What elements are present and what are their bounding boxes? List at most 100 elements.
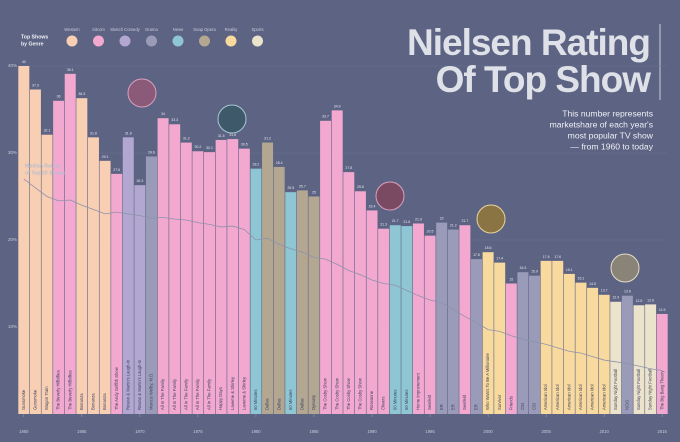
legend-swatch — [225, 35, 237, 47]
show-label: Roseanne — [369, 390, 374, 410]
show-label: Seinfeld — [427, 394, 432, 410]
bar — [331, 110, 343, 415]
value-label: 11.5 — [659, 308, 666, 312]
value-label: 12.5 — [636, 299, 643, 303]
bar — [250, 168, 262, 414]
bar — [320, 120, 332, 414]
show-label: The Cosby Show — [358, 377, 363, 410]
bar — [540, 260, 552, 414]
legend-label: Drama — [145, 27, 158, 32]
show-label: Bonanza — [91, 393, 96, 410]
value-label: 17.8 — [473, 253, 480, 257]
value-label: 21.6 — [403, 220, 410, 224]
show-label: Gunsmoke — [33, 389, 38, 410]
show-label: American Idol — [578, 384, 583, 410]
bar — [215, 139, 227, 414]
value-label: 33.7 — [322, 115, 329, 119]
photo — [375, 181, 405, 211]
value-label: 21.2 — [450, 223, 457, 227]
value-label: 15 — [509, 277, 513, 281]
value-label: 21.7 — [392, 219, 399, 223]
bar — [262, 142, 274, 414]
value-label: 22 — [440, 217, 444, 221]
value-label: 25.5 — [287, 186, 294, 190]
legend-title: by Genre — [21, 41, 44, 47]
show-label: ER — [450, 404, 455, 410]
show-label: Home Improvement — [416, 372, 421, 410]
value-label: 30.2 — [195, 145, 202, 149]
bar — [610, 301, 622, 414]
bar — [389, 225, 401, 414]
subtitle: marketshare of each year's — [550, 119, 653, 129]
show-label: Survivor — [497, 394, 502, 410]
show-label: Dallas — [276, 398, 281, 410]
bar — [482, 252, 494, 414]
show-label: 60 Minutes — [392, 390, 397, 410]
value-label: 21.9 — [415, 217, 422, 221]
x-tick-label: 2010 — [599, 429, 609, 434]
value-label: 12.6 — [647, 298, 654, 302]
bar — [354, 191, 366, 414]
x-tick-label: 2005 — [541, 429, 551, 434]
y-tick-label: 10% — [8, 324, 17, 329]
x-tick-label: 1980 — [251, 429, 261, 434]
value-label: 17.4 — [496, 257, 503, 261]
bar — [76, 98, 88, 414]
bar — [192, 151, 204, 414]
legend-title: Top Shows — [21, 34, 48, 40]
show-label: American Idol — [601, 384, 606, 410]
legend-swatch — [172, 35, 184, 47]
value-label: 20.5 — [427, 230, 434, 234]
show-label: 60 Minutes — [404, 390, 409, 410]
legend-label: Soap Opera — [193, 27, 216, 32]
show-label: The Cosby Show — [334, 377, 339, 410]
bar — [343, 172, 355, 414]
bar — [145, 156, 157, 415]
bar — [598, 294, 610, 414]
show-label: American Idol — [555, 384, 560, 410]
show-label: All In The Family — [207, 378, 212, 410]
value-label: 13.7 — [601, 289, 608, 293]
value-label: 29.6 — [148, 150, 155, 154]
show-label: The Beverly Hillbillies — [67, 370, 72, 410]
value-label: 15.1 — [578, 277, 585, 281]
show-label: The Big Bang Theory — [659, 370, 664, 410]
value-label: 18.6 — [485, 246, 492, 250]
legend-swatch — [146, 35, 157, 47]
show-label: Laverne & Shirley — [241, 376, 246, 410]
chart-title: Of Top Show — [436, 59, 652, 100]
bar — [285, 192, 297, 414]
legend-swatch — [119, 35, 131, 47]
bar — [656, 313, 668, 414]
bar — [227, 139, 239, 414]
value-label: 16.1 — [566, 268, 573, 272]
bar — [575, 282, 587, 414]
show-label: Sunday Night Football — [636, 369, 641, 410]
value-label: 27.6 — [113, 168, 120, 172]
x-tick-label: 1985 — [309, 429, 319, 434]
show-label: CSI — [520, 403, 525, 410]
photo — [217, 104, 247, 134]
show-label: All In The Family — [183, 378, 188, 410]
value-label: 33.3 — [171, 118, 178, 122]
value-label: 34 — [161, 112, 165, 116]
legend-swatch — [199, 35, 210, 47]
y-tick-label: 20% — [8, 237, 17, 242]
show-label: Friends — [508, 396, 513, 410]
bar — [296, 190, 308, 414]
show-label: Sunday Night Football — [648, 369, 653, 410]
show-label: 60 Minutes — [288, 390, 293, 410]
subtitle: most popular TV show — [568, 130, 654, 140]
x-tick-label: 1965 — [77, 429, 87, 434]
value-label: 17.6 — [554, 255, 561, 259]
value-label: 31.6 — [229, 133, 236, 137]
show-label: Bonanza — [79, 393, 84, 410]
value-label: 28.4 — [276, 161, 283, 165]
show-label: ER — [439, 404, 444, 410]
value-label: 28.2 — [253, 163, 260, 167]
bar — [563, 273, 575, 414]
legend-swatch — [93, 35, 104, 47]
chart-title: Nielsen Rating — [407, 22, 650, 63]
bar — [41, 134, 53, 415]
bar — [424, 235, 436, 414]
